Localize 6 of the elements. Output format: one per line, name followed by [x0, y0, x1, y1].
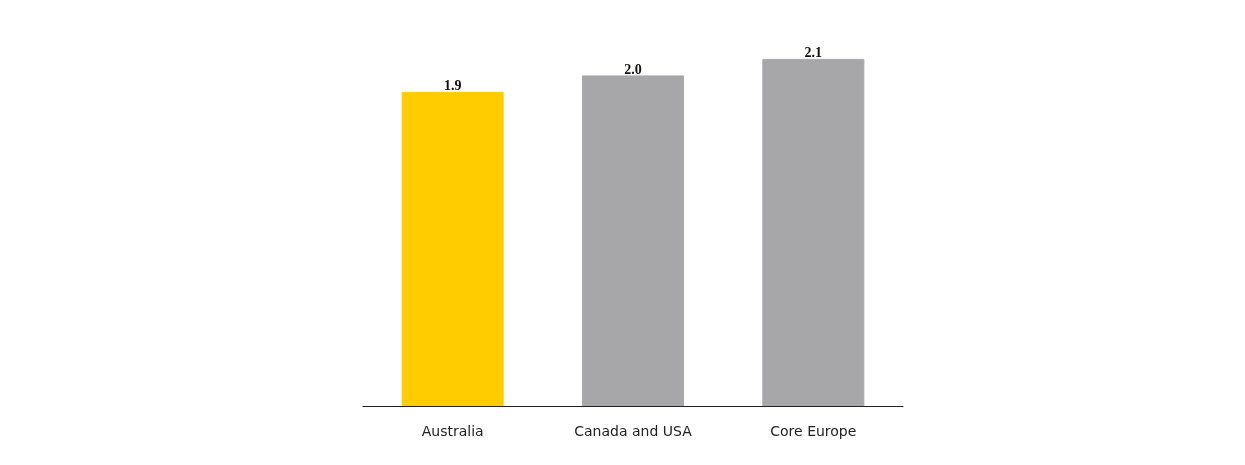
- data-label: 1.9: [443, 78, 462, 94]
- x-tick-label: Australia: [421, 422, 484, 439]
- x-tick-label: Canada and USA: [574, 422, 693, 439]
- data-label: 2.0: [624, 61, 642, 77]
- x-tick-label: Core Europe: [770, 422, 857, 439]
- data-label: 2.1: [804, 45, 823, 61]
